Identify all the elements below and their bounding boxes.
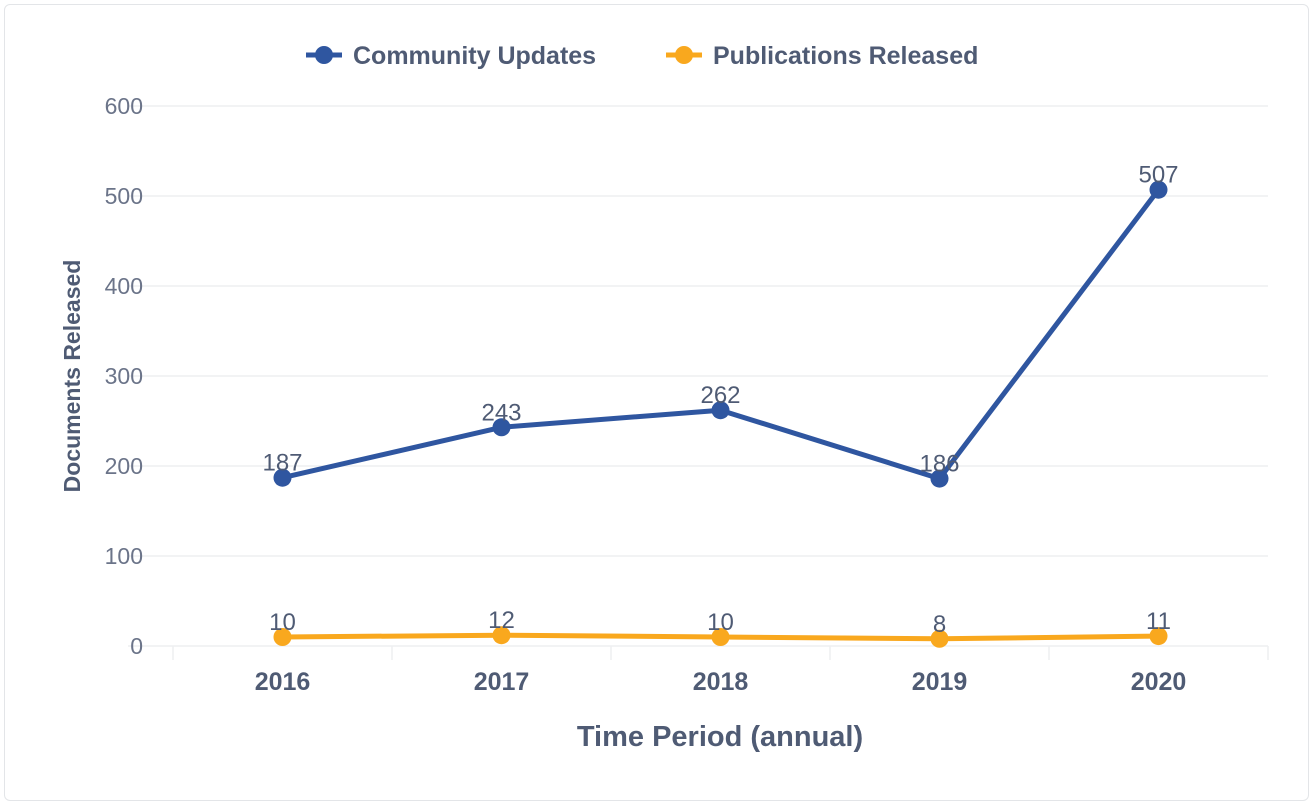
data-point[interactable] xyxy=(711,628,730,646)
y-tick-label: 200 xyxy=(105,453,143,479)
data-label: 10 xyxy=(707,609,734,636)
series-line xyxy=(281,188,1161,482)
data-point[interactable] xyxy=(930,629,949,648)
legend-item[interactable]: Publications Released xyxy=(666,42,978,70)
data-label: 11 xyxy=(1146,608,1171,635)
data-label: 262 xyxy=(700,382,740,409)
legend: Community Updates Publications Released xyxy=(306,42,978,70)
y-axis-label: Documents Released xyxy=(59,260,85,493)
x-tick-label: 2018 xyxy=(693,668,749,696)
data-label: 243 xyxy=(481,399,521,426)
data-label: 12 xyxy=(488,607,515,634)
data-label: 507 xyxy=(1138,162,1178,189)
data-label: 10 xyxy=(269,609,296,636)
data-point[interactable] xyxy=(1149,627,1168,646)
data-label: 187 xyxy=(262,450,302,477)
legend-marker-icon xyxy=(315,46,333,64)
y-tick-label: 300 xyxy=(105,363,143,389)
legend-item[interactable]: Community Updates xyxy=(306,42,596,70)
data-point[interactable] xyxy=(1149,180,1168,199)
x-tick-label: 2016 xyxy=(255,668,311,696)
y-tick-label: 500 xyxy=(105,183,143,209)
y-axis-ticks: 0 100 200 300 400 500 600 xyxy=(105,93,143,659)
x-axis-label: Time Period (annual) xyxy=(577,721,863,753)
legend-label: Publications Released xyxy=(713,42,978,70)
data-point[interactable] xyxy=(930,469,949,488)
data-point[interactable] xyxy=(492,418,511,437)
legend-label: Community Updates xyxy=(353,42,596,70)
y-tick-label: 600 xyxy=(105,93,143,119)
series-group: 187 243 262 186 507 10 12 10 8 11 xyxy=(262,162,1179,648)
y-tick-label: 400 xyxy=(105,273,143,299)
y-tick-label: 100 xyxy=(105,543,143,569)
legend-marker-icon xyxy=(675,46,693,64)
data-point[interactable] xyxy=(711,401,730,420)
y-tick-label: 0 xyxy=(130,633,143,659)
chart-card xyxy=(4,4,1309,801)
data-point[interactable] xyxy=(273,468,292,487)
data-label: 186 xyxy=(919,451,959,478)
data-label: 8 xyxy=(933,611,946,638)
x-tick-label: 2020 xyxy=(1131,668,1187,696)
x-axis-ticks: 2016 2017 2018 2019 2020 xyxy=(172,646,1269,696)
data-point[interactable] xyxy=(492,626,511,645)
data-point[interactable] xyxy=(273,628,292,646)
grid-lines xyxy=(128,105,1268,647)
x-tick-label: 2019 xyxy=(912,668,968,696)
x-tick-label: 2017 xyxy=(474,668,530,696)
